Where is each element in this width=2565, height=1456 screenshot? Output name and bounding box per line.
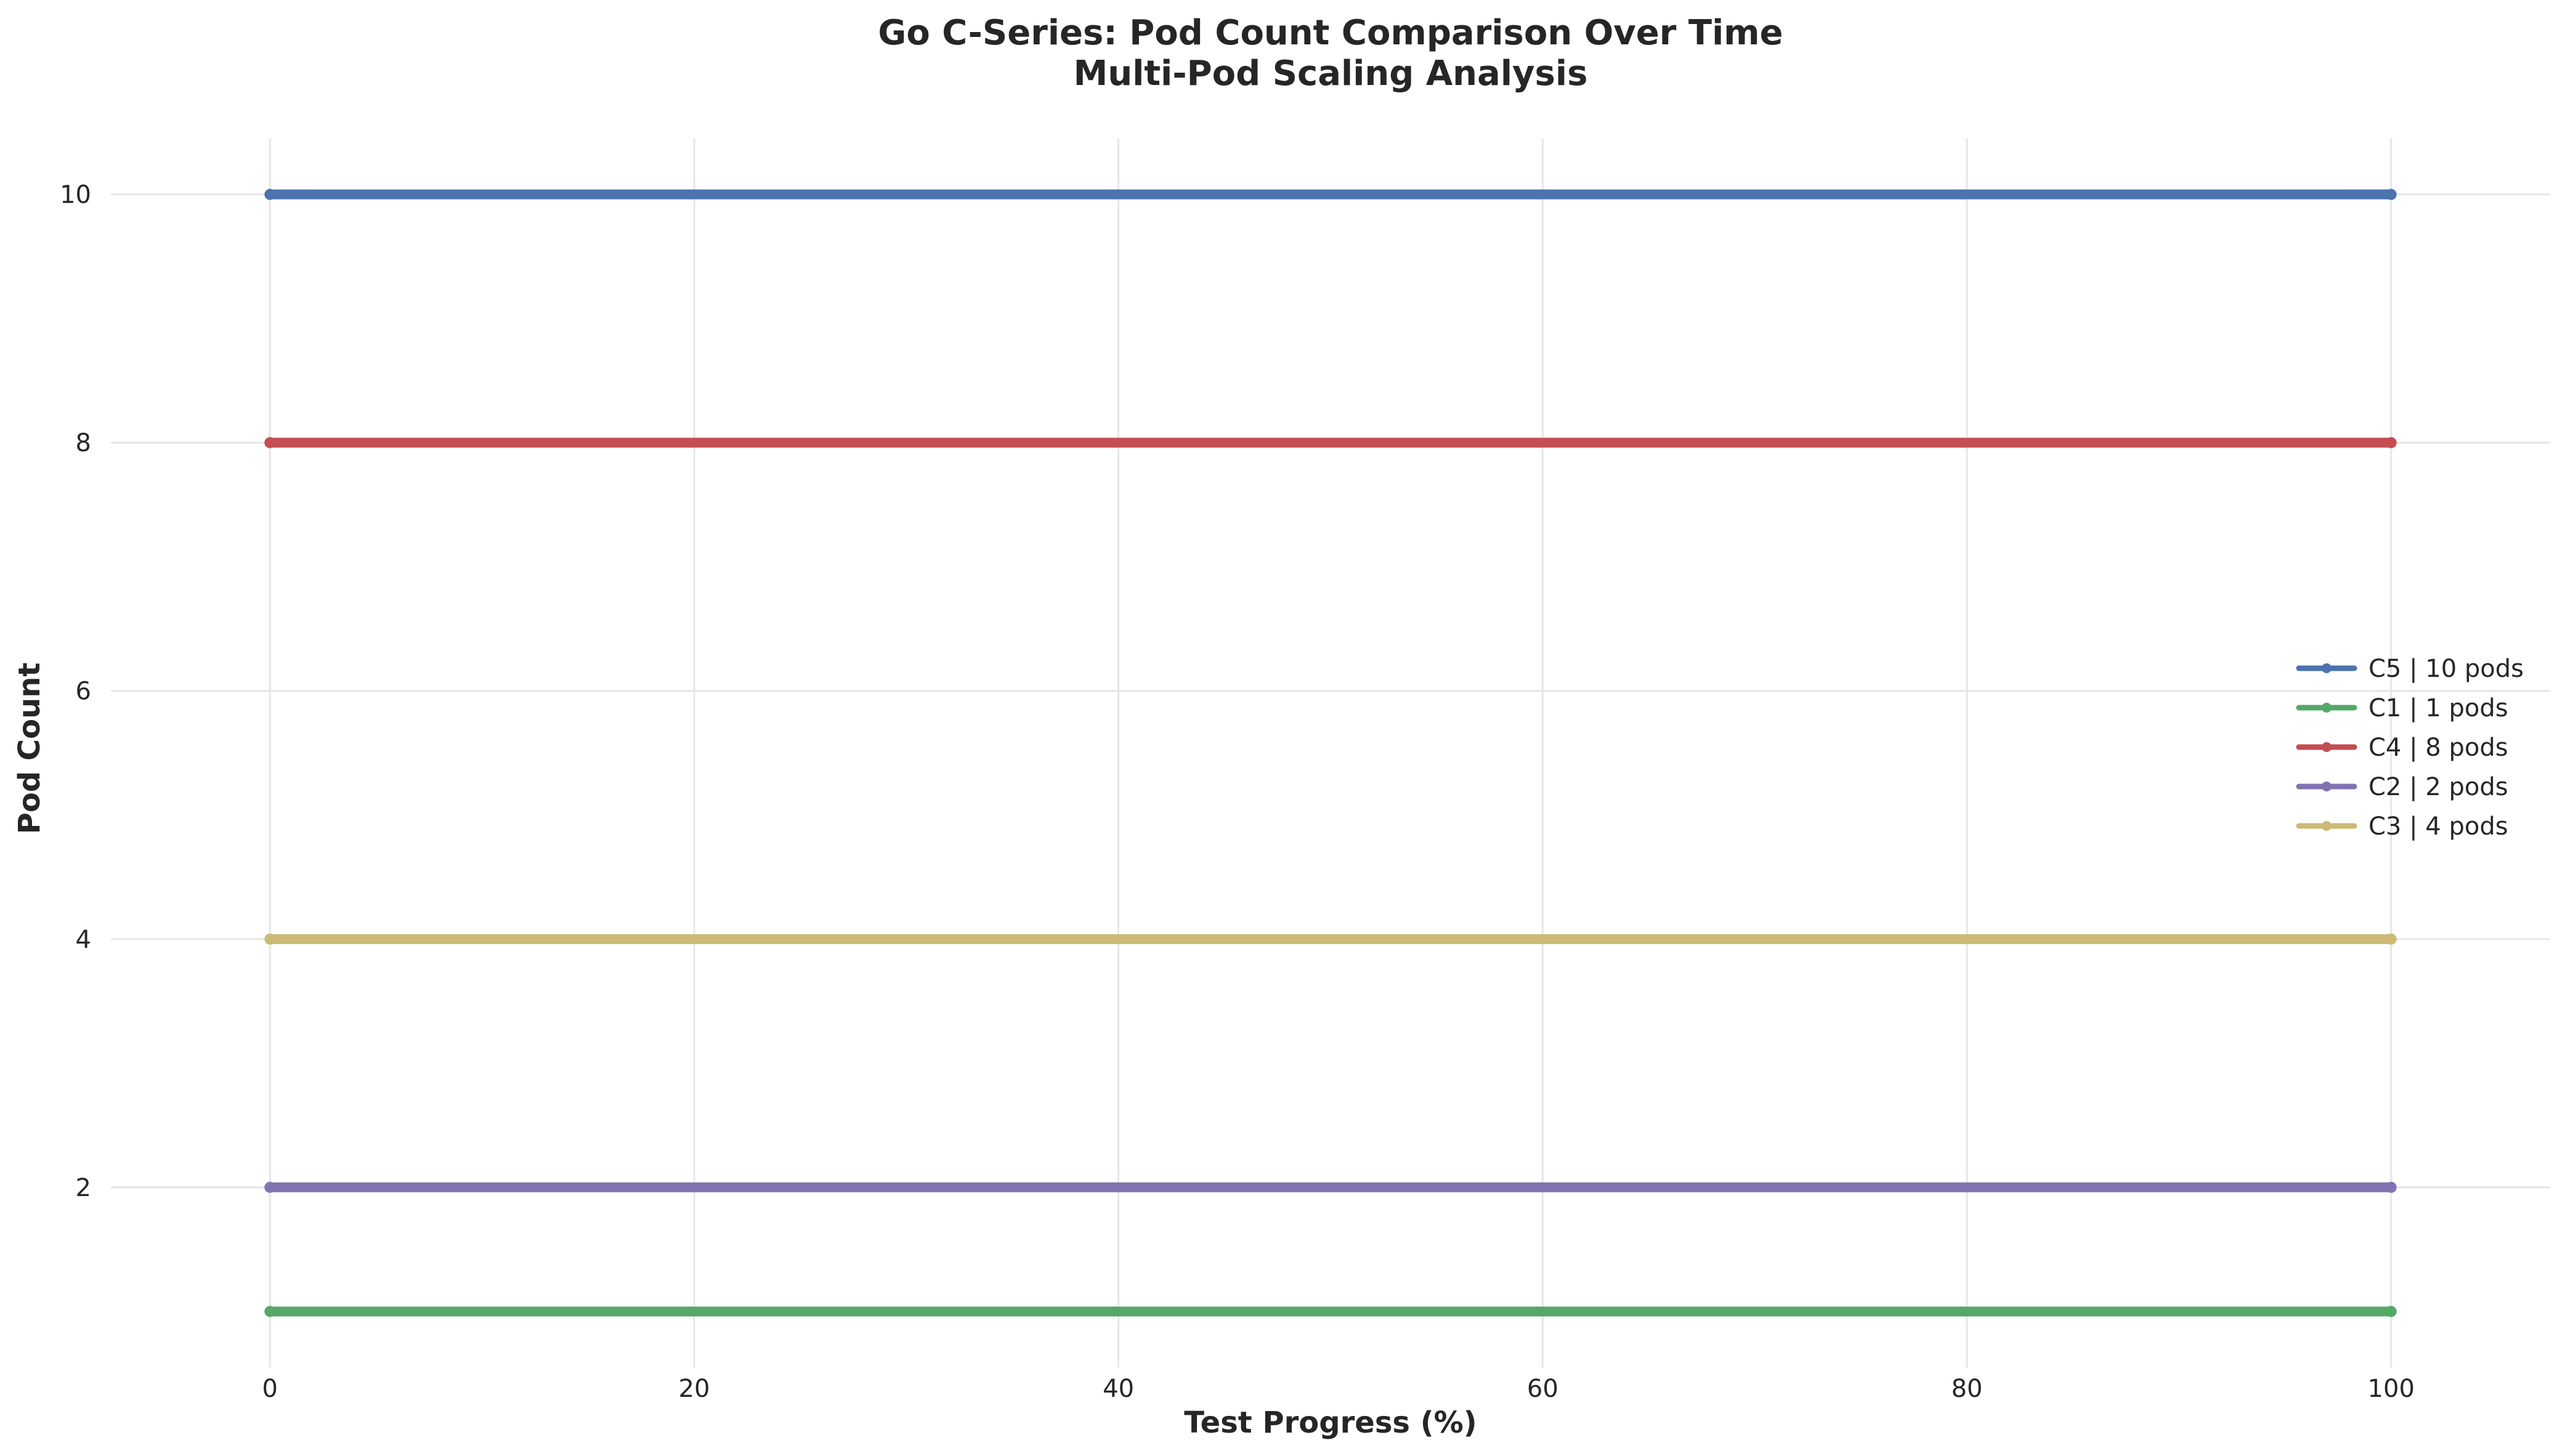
x-tick-label: 20 xyxy=(679,1375,710,1403)
series-point xyxy=(264,933,276,945)
series-point xyxy=(264,1181,276,1193)
series-point xyxy=(2385,1306,2397,1317)
x-tick-label: 100 xyxy=(2368,1375,2415,1403)
series-point xyxy=(264,437,276,448)
y-tick-label: 10 xyxy=(60,181,91,209)
x-tick-label: 60 xyxy=(1527,1375,1558,1403)
series-point xyxy=(264,188,276,200)
x-axis-ticks: 0 20 40 60 80 100 xyxy=(262,1375,2415,1403)
legend-label: C5 | 10 pods xyxy=(2368,655,2524,683)
series-lines xyxy=(264,188,2397,1317)
y-axis-label: Pod Count xyxy=(12,663,47,835)
series-point xyxy=(2385,188,2397,200)
x-axis-label: Test Progress (%) xyxy=(1184,1405,1477,1440)
x-tick-label: 80 xyxy=(1951,1375,1983,1403)
series-point xyxy=(2385,933,2397,945)
y-tick-label: 2 xyxy=(76,1174,91,1202)
x-tick-label: 40 xyxy=(1103,1375,1134,1403)
legend: C5 | 10 pods C1 | 1 pods C4 | 8 pods C2 | 2… xyxy=(2296,655,2524,841)
legend-marker xyxy=(2322,703,2332,713)
series-point xyxy=(2385,437,2397,448)
series-point xyxy=(264,1306,276,1317)
y-tick-label: 4 xyxy=(76,926,91,954)
chart-title: Go C-Series: Pod Count Comparison Over T… xyxy=(878,13,1783,53)
legend-label: C1 | 1 pods xyxy=(2368,694,2508,722)
legend-label: C3 | 4 pods xyxy=(2368,812,2508,841)
series-point xyxy=(2385,1181,2397,1193)
legend-marker xyxy=(2322,742,2332,752)
legend-label: C2 | 2 pods xyxy=(2368,773,2508,801)
legend-marker xyxy=(2322,821,2332,831)
legend-marker xyxy=(2322,782,2332,791)
y-tick-label: 8 xyxy=(76,429,91,458)
legend-marker xyxy=(2322,663,2332,673)
y-axis-ticks: 2 4 6 8 10 xyxy=(60,181,91,1202)
legend-label: C4 | 8 pods xyxy=(2368,734,2508,762)
x-tick-label: 0 xyxy=(262,1375,278,1403)
chart-subtitle: Multi-Pod Scaling Analysis xyxy=(1074,54,1588,94)
y-tick-label: 6 xyxy=(76,677,91,706)
